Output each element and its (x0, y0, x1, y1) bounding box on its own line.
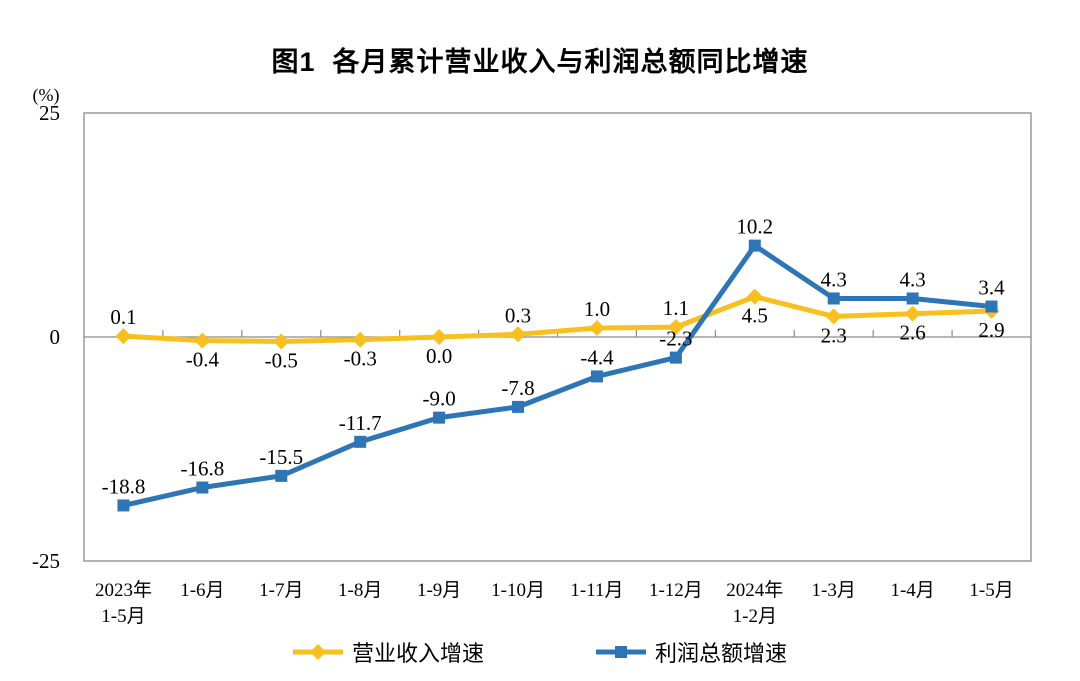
series-0-data-label: 1.0 (584, 297, 610, 321)
x-category-label: 1-5月 (969, 580, 1013, 601)
series-0-data-label: -0.3 (344, 347, 377, 371)
x-category-label: 1-8月 (338, 580, 382, 601)
series-1-marker (669, 351, 682, 364)
series-1-marker (354, 435, 367, 448)
series-0-data-label: -0.4 (186, 348, 220, 372)
series-1-data-label: 3.4 (978, 276, 1005, 300)
series-0-data-label: 0.0 (426, 344, 452, 368)
series-0-data-label: -0.5 (265, 348, 298, 372)
series-1-data-label: -7.8 (501, 376, 534, 400)
x-category-label: 1-3月 (812, 580, 856, 601)
series-0-marker (746, 288, 763, 305)
y-tick-label: 0 (50, 325, 61, 349)
series-1-data-label: -2.3 (659, 327, 692, 351)
series-1-data-label: -16.8 (181, 457, 225, 481)
series-1-marker (512, 400, 525, 413)
series-0-marker (510, 326, 527, 343)
series-0-data-label: 1.1 (663, 296, 689, 320)
series-1-marker (827, 292, 840, 305)
series-1-marker (748, 239, 761, 252)
series-0-data-label: 0.1 (110, 305, 136, 329)
chart-title: 图1 各月累计营业收入与利润总额同比增速 (271, 47, 809, 77)
x-category-label: 1-9月 (417, 580, 461, 601)
series-0-marker (431, 329, 448, 345)
x-category-label: 1-6月 (180, 580, 224, 601)
legend-entry-revenue: 营业收入增速 (292, 636, 484, 668)
series-0-data-label: 2.6 (900, 321, 926, 345)
series-1-data-label: -11.7 (339, 411, 382, 435)
series-1-marker (433, 411, 446, 424)
series-0-line (120, 294, 995, 344)
legend: 营业收入增速 利润总额增速 (0, 636, 1080, 668)
series-1-marker (117, 499, 130, 512)
series-0-marker (667, 319, 684, 336)
series-1-marker (196, 481, 209, 494)
series-0-data-label: 2.9 (978, 318, 1004, 342)
y-tick-label: -25 (32, 549, 60, 573)
series-1-marker (590, 370, 603, 383)
y-tick-label: 25 (39, 101, 60, 125)
x-category-label: 2023年 (95, 579, 152, 601)
series-0-marker (273, 333, 290, 350)
legend-label-profit: 利润总额增速 (655, 641, 788, 666)
x-category-label: 1-5月 (101, 606, 145, 627)
x-category-label: 1-2月 (733, 606, 777, 627)
x-category-label: 1-7月 (259, 580, 303, 601)
series-1-line (120, 243, 995, 508)
x-category-label: 1-4月 (890, 580, 934, 601)
series-0-marker (588, 320, 605, 337)
series-1-marker (985, 300, 998, 313)
x-category-label: 1-12月 (649, 580, 703, 601)
series-1-data-label: 4.3 (900, 267, 926, 291)
series-1-data-label: -15.5 (259, 445, 303, 469)
series-0-data-label: 2.3 (821, 323, 847, 347)
series-1-data-label: 10.2 (736, 215, 773, 239)
series-1-marker (275, 469, 288, 482)
series-1-data-label: -18.8 (102, 474, 146, 498)
series-1-data-label: 4.3 (821, 267, 847, 291)
x-category-label: 1-10月 (491, 580, 545, 601)
series-0-data-label: 4.5 (742, 304, 768, 328)
x-category-label: 2024年 (726, 579, 783, 601)
series-0-marker (904, 305, 921, 322)
legend-label-revenue: 营业收入增速 (351, 641, 484, 666)
series-0-marker (352, 331, 369, 348)
series-1-data-label: -9.0 (423, 387, 456, 411)
legend-entry-profit: 利润总额增速 (596, 636, 787, 668)
x-category-label: 1-11月 (570, 580, 623, 601)
series-0-data-label: 0.3 (505, 303, 531, 327)
series-0-marker (825, 308, 842, 325)
series-0-marker (115, 328, 132, 345)
y-axis-unit-label: (%) (33, 85, 60, 106)
series-0-marker (194, 332, 211, 349)
series-1-marker (906, 292, 919, 305)
revenue-series-marker-icon (292, 644, 343, 660)
profit-series-marker-icon (596, 646, 646, 658)
series-1-data-label: -4.4 (580, 345, 614, 369)
